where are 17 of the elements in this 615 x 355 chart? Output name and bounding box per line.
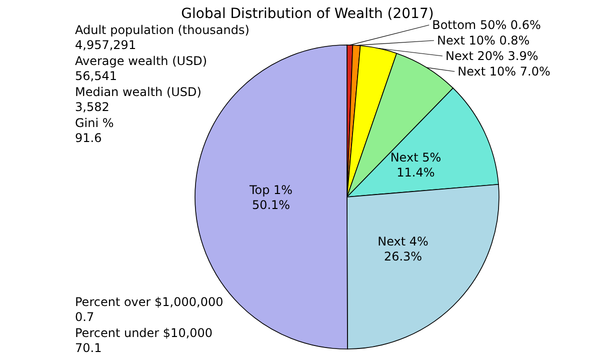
data-label: 26.3% (384, 249, 422, 264)
slice-label: Next 10% 7.0% (458, 64, 550, 78)
data-label: 50.1% (252, 198, 290, 212)
text: Percent over $1,000,000 0.7 (75, 295, 224, 324)
slice-label: Bottom 50% 0.6% (432, 18, 541, 32)
text: Average wealth (USD) 56,541 (75, 54, 208, 83)
text: Percent under $10,000 70.1 (75, 326, 213, 355)
data-label: 11.4% (396, 166, 435, 180)
slice-label: Next 5% (390, 150, 442, 165)
text: Adult population (thousands) 4,957,291 (75, 23, 250, 52)
text: Median wealth (USD) 3,582 (75, 85, 202, 114)
slice-label: Top 1% (248, 183, 293, 198)
text: Gini % 91.6 (75, 116, 114, 145)
slice-label: Next 10% 0.8% (436, 34, 530, 48)
slice-label: Next 4% (378, 234, 428, 248)
chart-title: Global Distribution of Wealth (2017) (180, 6, 434, 22)
slice-label: Next 20% 3.9% (445, 49, 538, 63)
